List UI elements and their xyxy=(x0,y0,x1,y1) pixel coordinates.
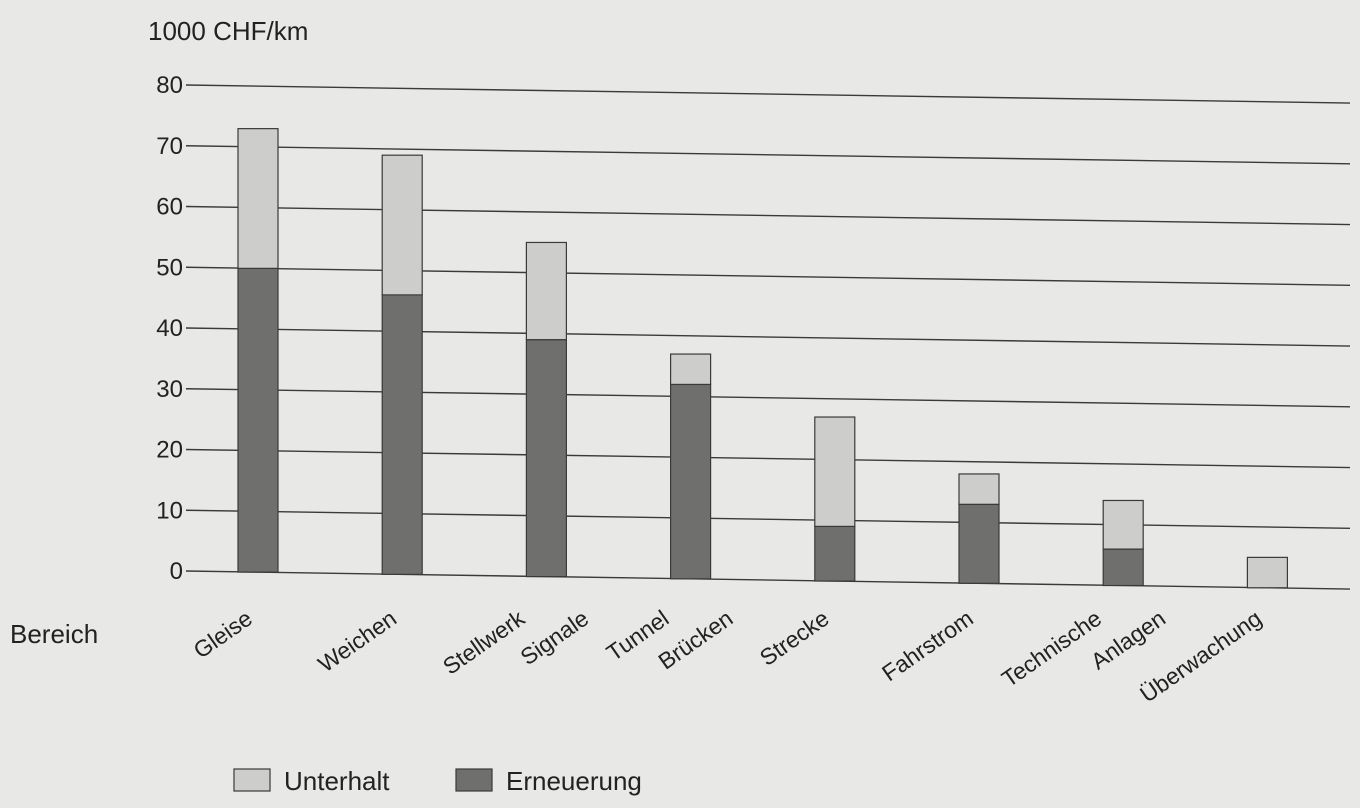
gridlines xyxy=(185,84,1351,590)
category-label: Gleise xyxy=(189,605,257,664)
category-label: Anlagen xyxy=(1086,605,1170,675)
gridline-50 xyxy=(185,266,1351,286)
bar-erneuerung-5 xyxy=(958,503,1000,584)
y-tick-label: 70 xyxy=(156,133,183,160)
bar-erneuerung-2 xyxy=(525,339,568,578)
bar-unterhalt-3 xyxy=(669,353,712,386)
category-label: Brücken xyxy=(653,605,737,675)
gridline-40 xyxy=(185,327,1351,347)
gridline-80 xyxy=(185,84,1351,104)
category-label: Signale xyxy=(515,605,593,670)
category-label: Strecke xyxy=(755,605,834,671)
gridline-10 xyxy=(185,509,1351,529)
legend: Unterhalt Erneuerung xyxy=(233,766,642,796)
y-tick-label: 30 xyxy=(156,376,183,403)
gridline-70 xyxy=(185,145,1351,165)
bar-erneuerung-0 xyxy=(237,267,279,573)
bar-unterhalt-6 xyxy=(1102,499,1144,550)
gridline-20 xyxy=(185,448,1351,469)
x-axis-label: Bereich xyxy=(10,619,98,649)
legend-label-unterhalt: Unterhalt xyxy=(284,766,390,796)
gridline-30 xyxy=(185,388,1351,408)
category-label: Weichen xyxy=(313,605,401,677)
bar-erneuerung-4 xyxy=(814,525,856,582)
bar-erneuerung-3 xyxy=(669,383,712,580)
y-tick-label: 80 xyxy=(156,72,183,99)
bars xyxy=(237,128,1289,589)
y-tick-label: 0 xyxy=(170,558,183,585)
y-tick-label: 40 xyxy=(156,315,183,342)
gridline-0 xyxy=(185,570,1351,590)
y-tick-label: 60 xyxy=(156,194,183,221)
category-label: Fahrstrom xyxy=(877,605,978,686)
y-tick-label: 50 xyxy=(156,254,183,281)
gridline-60 xyxy=(185,205,1351,226)
category-label: Technische xyxy=(997,605,1106,692)
bar-unterhalt-0 xyxy=(237,128,279,269)
y-tick-labels: 0 10 20 30 40 50 60 70 80 xyxy=(156,72,183,585)
bar-unterhalt-7 xyxy=(1246,556,1289,589)
bar-unterhalt-5 xyxy=(958,473,1000,505)
y-unit-label: 1000 CHF/km xyxy=(148,16,308,46)
legend-swatch-unterhalt xyxy=(233,768,271,792)
legend-swatch-erneuerung xyxy=(455,768,493,792)
y-tick-label: 20 xyxy=(156,437,183,464)
legend-label-erneuerung: Erneuerung xyxy=(506,766,642,796)
bar-erneuerung-1 xyxy=(381,294,423,575)
y-tick-label: 10 xyxy=(156,497,183,524)
bar-erneuerung-6 xyxy=(1102,548,1144,587)
bar-unterhalt-1 xyxy=(381,154,423,296)
bar-unterhalt-2 xyxy=(525,241,568,341)
category-label: Stellwerk xyxy=(438,605,530,680)
bar-unterhalt-4 xyxy=(814,416,856,527)
